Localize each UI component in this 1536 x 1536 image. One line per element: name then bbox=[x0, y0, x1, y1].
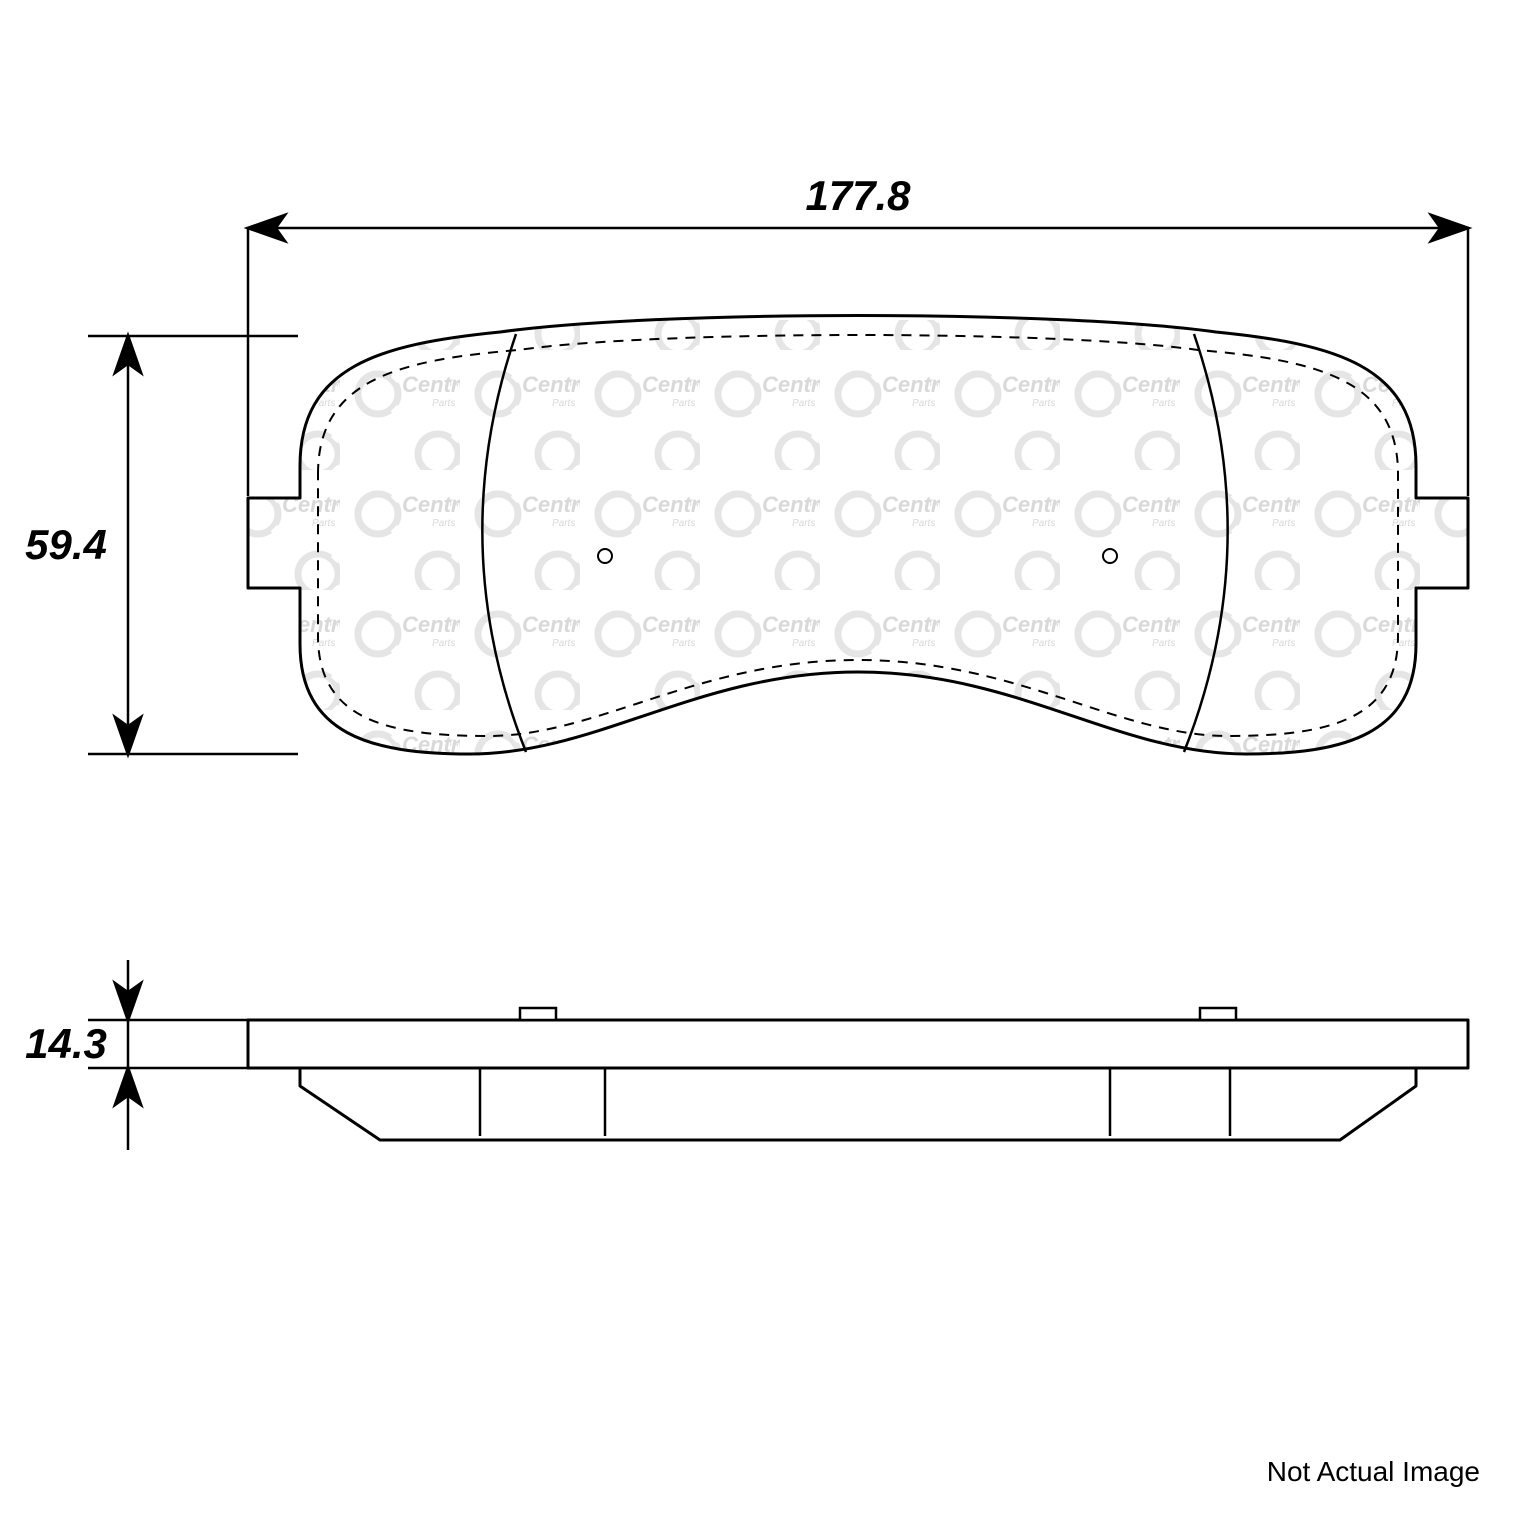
dimension-thickness-label: 14.3 bbox=[25, 1020, 107, 1067]
disclaimer-text: Not Actual Image bbox=[1267, 1456, 1480, 1488]
brake-pad-front-view bbox=[240, 316, 1480, 771]
dimension-width-label: 177.8 bbox=[805, 172, 911, 219]
engineering-drawing: Centric Parts TM Centric Parts TM bbox=[0, 0, 1536, 1536]
dimension-height-label: 59.4 bbox=[25, 521, 107, 568]
dimension-thickness: 14.3 bbox=[25, 960, 248, 1150]
brake-pad-side-view bbox=[248, 1008, 1468, 1140]
